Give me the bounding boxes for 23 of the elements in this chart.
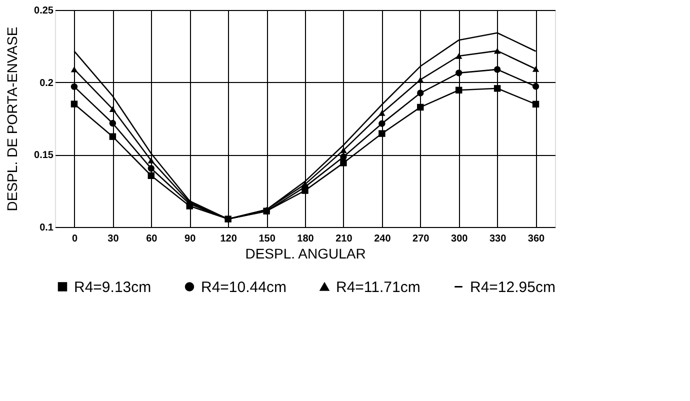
y-tick-label: 0.25	[34, 6, 54, 16]
legend-label: R4=12.95cm	[470, 278, 556, 296]
legend-label: R4=11.71cm	[336, 278, 420, 296]
x-tick-label: 0	[72, 234, 78, 244]
x-tick-label: 90	[184, 234, 196, 244]
x-tick-label: 300	[451, 234, 468, 244]
x-tick-label: 30	[108, 234, 120, 244]
y-tick-label: 0.15	[34, 150, 54, 162]
legend-label: R4=10.44cm	[201, 278, 286, 296]
x-tick-label: 210	[336, 234, 353, 244]
x-tick-label: 360	[528, 234, 546, 244]
y-axis-title: DESPL. DE PORTA-ENVASE	[4, 26, 20, 212]
y-tick-label: 0.1	[40, 222, 54, 234]
x-tick-label: 330	[489, 234, 507, 244]
x-tick-label: 270	[412, 234, 430, 244]
x-axis-title: DESPL. ANGULAR	[245, 246, 366, 262]
x-tick-label: 150	[258, 234, 276, 244]
x-tick-label: 240	[374, 234, 392, 244]
x-tick-label: 120	[220, 234, 238, 244]
x-tick-label: 60	[146, 234, 158, 244]
y-tick-label: 0.2	[40, 78, 54, 89]
x-tick-label: 180	[297, 234, 314, 244]
legend-label: R4=9.13cm	[74, 278, 152, 296]
